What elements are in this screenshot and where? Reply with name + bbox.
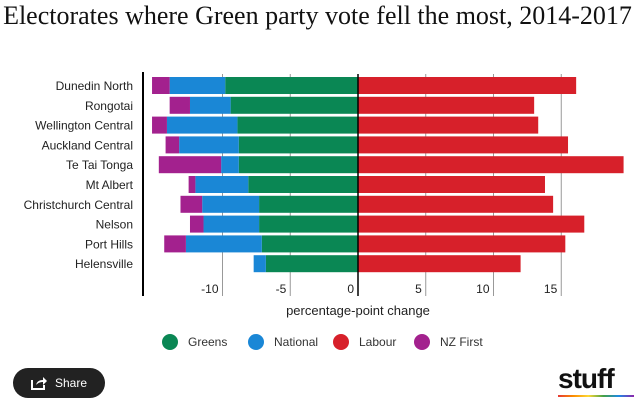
bar-labour xyxy=(358,235,566,253)
category-label: Christchurch Central xyxy=(24,198,133,212)
legend-label: National xyxy=(274,335,318,349)
bar-greens xyxy=(248,176,358,193)
bar-nz-first xyxy=(169,96,190,114)
bar-national xyxy=(169,77,226,94)
x-tick-label: -10 xyxy=(201,282,219,296)
bar-nz-first xyxy=(158,156,222,174)
bar-labour xyxy=(358,215,585,233)
legend-swatch-national xyxy=(248,334,264,350)
bar-greens xyxy=(238,156,358,174)
logo-rainbow-bar xyxy=(558,395,634,397)
legend-label: NZ First xyxy=(440,335,483,349)
bar-national xyxy=(179,136,239,154)
category-label: Mt Albert xyxy=(86,178,134,192)
bar-labour xyxy=(358,116,539,134)
bar-greens xyxy=(265,255,358,273)
x-tick-label: 10 xyxy=(476,282,490,296)
x-axis-label: percentage-point change xyxy=(286,303,430,318)
bar-greens xyxy=(261,235,358,253)
bar-greens xyxy=(259,215,358,233)
category-label: Rongotai xyxy=(85,99,133,113)
logo-text: stuff xyxy=(558,363,615,394)
bar-nz-first xyxy=(180,195,203,213)
bar-greens xyxy=(225,77,358,94)
bar-labour xyxy=(358,136,569,154)
bar-nz-first xyxy=(164,235,186,253)
bar-greens xyxy=(238,136,358,154)
bar-national xyxy=(185,235,262,253)
bar-national xyxy=(253,255,266,273)
category-label: Nelson xyxy=(96,218,133,232)
bar-national xyxy=(203,215,260,233)
legend-swatch-greens xyxy=(162,334,178,350)
stuff-logo[interactable]: stuff xyxy=(558,364,634,400)
bar-labour xyxy=(358,255,521,273)
bar-national xyxy=(221,156,239,174)
category-label: Port Hills xyxy=(85,237,133,251)
category-label: Helensville xyxy=(75,257,133,271)
bar-labour xyxy=(358,176,545,193)
legend-label: Labour xyxy=(359,335,396,349)
category-label: Auckland Central xyxy=(42,138,133,152)
bar-labour xyxy=(358,77,577,94)
x-tick-label: 0 xyxy=(347,282,354,296)
bar-nz-first xyxy=(188,176,196,193)
x-tick-label: 15 xyxy=(544,282,558,296)
chart-title: Electorates where Green party vote fell … xyxy=(3,1,632,30)
share-button[interactable]: Share xyxy=(13,368,105,398)
bar-national xyxy=(189,96,231,114)
x-tick-label: 5 xyxy=(415,282,422,296)
bar-labour xyxy=(358,96,535,114)
share-icon xyxy=(30,377,47,390)
bar-labour xyxy=(358,156,624,174)
bar-chart: Dunedin North Rongotai Wellington Central A… xyxy=(24,72,624,350)
bar-nz-first xyxy=(189,215,204,233)
bar-greens xyxy=(237,116,358,134)
bar-national xyxy=(166,116,238,134)
category-label: Te Tai Tonga xyxy=(66,158,133,172)
share-label: Share xyxy=(54,376,88,390)
bar-national xyxy=(195,176,249,193)
legend-label: Greens xyxy=(188,335,227,349)
bar-greens xyxy=(259,195,358,213)
bar-greens xyxy=(230,96,358,114)
category-label: Dunedin North xyxy=(56,79,133,93)
bar-nz-first xyxy=(152,116,167,134)
bar-labour xyxy=(358,195,554,213)
bar-nz-first xyxy=(165,136,180,154)
category-label: Wellington Central xyxy=(35,119,133,133)
bar-national xyxy=(202,195,260,213)
legend-swatch-nz-first xyxy=(414,334,430,350)
legend-swatch-labour xyxy=(333,334,349,350)
x-tick-label: -5 xyxy=(276,282,287,296)
bar-nz-first xyxy=(152,77,170,94)
